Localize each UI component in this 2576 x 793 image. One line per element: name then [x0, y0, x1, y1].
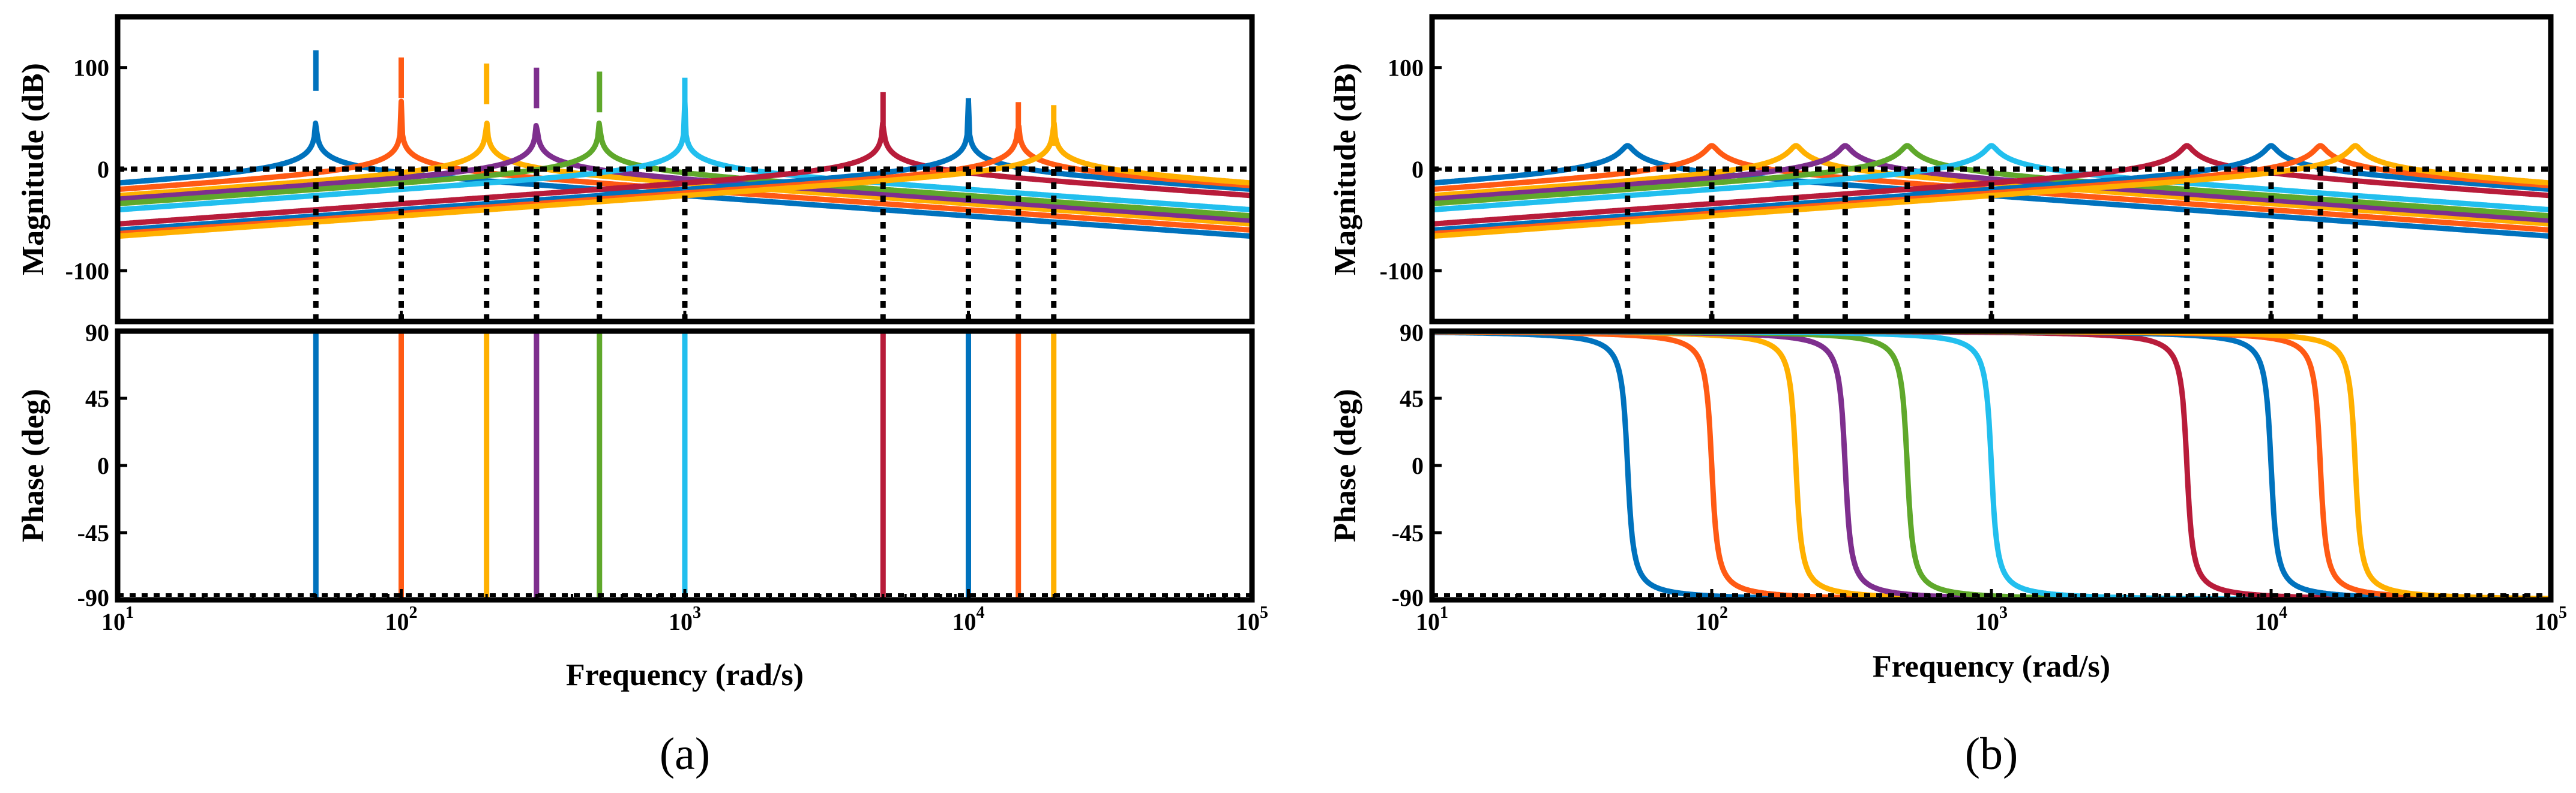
xtick-label: 103 — [669, 603, 701, 635]
phase-axis-label: Phase (deg) — [1328, 389, 1362, 542]
xtick-base: 10 — [952, 608, 977, 635]
phase-line-2 — [118, 331, 1252, 600]
phase-ytick-label: -90 — [1392, 584, 1424, 611]
phase-line-5 — [118, 331, 1252, 600]
xtick-label: 105 — [2535, 603, 2567, 635]
magnitude-ytick-label: 100 — [73, 55, 109, 82]
magnitude-line-3 — [1432, 143, 2551, 223]
phase-line-9 — [118, 331, 1252, 600]
xtick-label: 104 — [952, 603, 985, 635]
xtick-base: 10 — [1975, 608, 1999, 635]
phase-series-group — [1432, 331, 2551, 600]
panel-label: (a) — [660, 729, 710, 779]
phase-line-8 — [118, 331, 1252, 600]
xtick-exponent: 4 — [2279, 603, 2287, 622]
xtick-base: 10 — [385, 608, 409, 635]
phase-ytick-label: -45 — [77, 519, 109, 546]
xtick-label: 101 — [1416, 603, 1448, 635]
panel-label: (b) — [1965, 729, 2018, 779]
xtick-label: 102 — [1696, 603, 1728, 635]
magnitude-ytick-label: 100 — [1388, 55, 1424, 82]
xtick-label: 102 — [385, 603, 418, 635]
magnitude-ytick-label: 0 — [97, 156, 109, 183]
phase-line-5 — [1432, 331, 2551, 600]
phase-line-4 — [118, 331, 1252, 600]
magnitude-line-5 — [118, 77, 1252, 213]
xtick-exponent: 2 — [409, 603, 418, 622]
xtick-exponent: 4 — [977, 603, 985, 622]
xtick-exponent: 2 — [1720, 603, 1728, 622]
phase-ytick-label: 45 — [85, 385, 109, 412]
xtick-base: 10 — [669, 608, 693, 635]
magnitude-ytick-label: -100 — [65, 257, 109, 284]
phase-ytick-label: 45 — [1400, 385, 1424, 412]
phase-line-0 — [118, 331, 1252, 600]
phase-ytick-label: -90 — [77, 584, 109, 611]
xtick-base: 10 — [2535, 608, 2559, 635]
magnitude-axis-label: Magnitude (dB) — [1328, 63, 1362, 275]
phase-series-group — [118, 331, 1252, 600]
xtick-label: 105 — [1236, 603, 1268, 635]
phase-ytick-label: 0 — [97, 452, 109, 479]
magnitude-ytick-label: -100 — [1380, 257, 1424, 284]
xtick-base: 10 — [1416, 608, 1440, 635]
xtick-label: 101 — [101, 603, 134, 635]
phase-ytick-label: 90 — [85, 319, 109, 346]
xtick-exponent: 3 — [693, 603, 701, 622]
phase-line-3 — [118, 331, 1252, 600]
xtick-base: 10 — [101, 608, 125, 635]
phase-axis-label: Phase (deg) — [16, 389, 50, 542]
xtick-label: 104 — [2255, 603, 2287, 635]
xtick-base: 10 — [1696, 608, 1720, 635]
magnitude-line-3 — [118, 67, 1252, 223]
phase-ytick-label: 90 — [1400, 319, 1424, 346]
xtick-exponent: 3 — [1999, 603, 2008, 622]
xtick-base: 10 — [2255, 608, 2279, 635]
xtick-exponent: 5 — [2559, 603, 2567, 622]
xtick-exponent: 1 — [125, 603, 134, 622]
magnitude-line-5 — [1432, 143, 2551, 213]
xtick-exponent: 1 — [1440, 603, 1448, 622]
phase-ytick-label: -45 — [1392, 519, 1424, 546]
phase-line-6 — [118, 331, 1252, 600]
xtick-label: 103 — [1975, 603, 2008, 635]
magnitude-ytick-label: 0 — [1412, 156, 1424, 183]
magnitude-series-group — [118, 50, 1252, 239]
phase-line-7 — [118, 331, 1252, 600]
phase-ytick-label: 0 — [1412, 452, 1424, 479]
xtick-exponent: 5 — [1260, 603, 1268, 622]
magnitude-line-7 — [118, 98, 1252, 233]
xtick-base: 10 — [1236, 608, 1260, 635]
frequency-axis-label: Frequency (rad/s) — [566, 658, 804, 692]
frequency-axis-label: Frequency (rad/s) — [1873, 650, 2110, 684]
phase-line-1 — [118, 331, 1252, 600]
magnitude-axis-label: Magnitude (dB) — [16, 63, 50, 275]
magnitude-line-7 — [1432, 143, 2551, 233]
